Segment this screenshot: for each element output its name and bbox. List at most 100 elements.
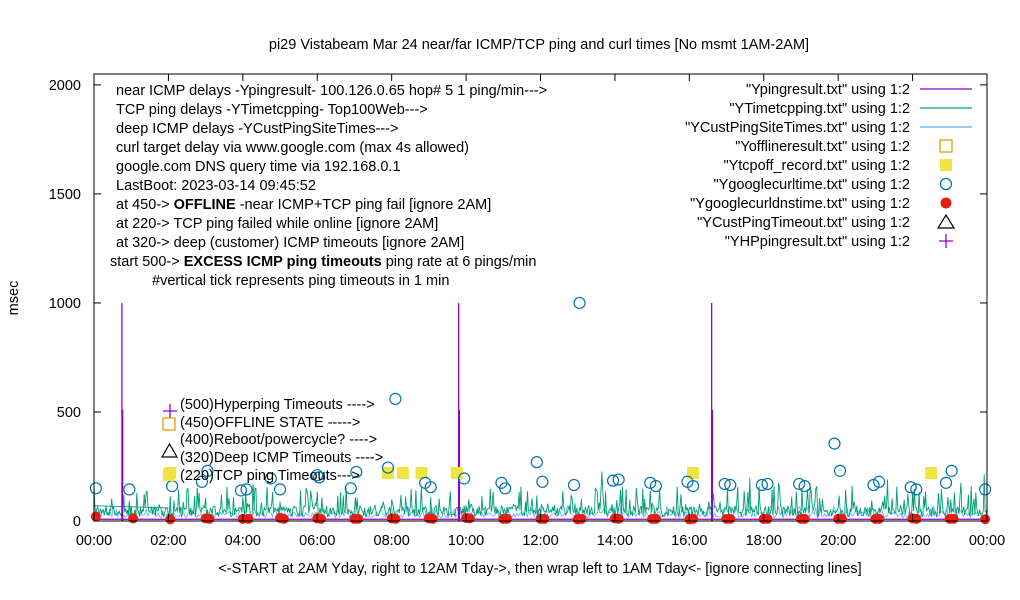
annotation-block: near ICMP delays -Ypingresult- 100.126.0… bbox=[110, 83, 547, 289]
dns-time-marker bbox=[353, 513, 364, 524]
curl-time-marker bbox=[458, 472, 471, 485]
annotation-line: at 220-> TCP ping failed while online [i… bbox=[116, 216, 438, 232]
curl-time-marker bbox=[123, 483, 136, 496]
legend-label: "YCustPingTimeout.txt" using 1:2 bbox=[697, 215, 910, 231]
dns-time-marker bbox=[948, 513, 959, 524]
dns-time-marker bbox=[799, 513, 810, 524]
curl-time-marker bbox=[724, 478, 737, 492]
annotation-line: at 320-> deep (customer) ICMP timeouts [… bbox=[116, 235, 464, 251]
x-tick-label: 06:00 bbox=[299, 533, 335, 549]
curl-time-marker bbox=[166, 480, 179, 493]
curl-time-marker bbox=[910, 483, 923, 496]
curl-time-marker bbox=[612, 473, 625, 486]
legend-label: "YTimetcpping.txt" using 1:2 bbox=[729, 101, 910, 117]
tcpoff-marker bbox=[687, 467, 700, 480]
legend-label: "YCustPingSiteTimes.txt" using 1:2 bbox=[685, 120, 910, 136]
legend-label: "Ygooglecurltime.txt" using 1:2 bbox=[714, 177, 910, 193]
annotation-line: near ICMP delays -Ypingresult- 100.126.0… bbox=[116, 83, 547, 99]
tcpoff-marker bbox=[396, 467, 409, 480]
curl-time-marker bbox=[979, 483, 992, 496]
annotation-line: LastBoot: 2023-03-14 09:45:52 bbox=[116, 178, 316, 194]
dns-time-marker bbox=[874, 513, 885, 524]
curl-time-marker bbox=[761, 477, 774, 491]
curl-time-marker bbox=[424, 481, 437, 494]
legend-label: "Ygooglecurldnstime.txt" using 1:2 bbox=[690, 196, 910, 212]
inline-label: (220)TCP ping Timeouts---> bbox=[180, 468, 360, 484]
x-tick-label: 08:00 bbox=[374, 533, 410, 549]
curl-time-marker bbox=[798, 480, 811, 493]
dns-time-marker bbox=[980, 514, 991, 525]
x-tick-label: 02:00 bbox=[150, 533, 186, 549]
inline-triangle-marker bbox=[160, 442, 179, 458]
annotation-line: #vertical tick represents ping timeouts … bbox=[152, 273, 449, 289]
curl-time-marker bbox=[499, 482, 512, 495]
inline-filled-square-marker bbox=[163, 469, 175, 481]
x-tick-label: 12:00 bbox=[522, 533, 558, 549]
x-tick-label: 22:00 bbox=[894, 533, 930, 549]
inline-label: (450)OFFLINE STATE -----> bbox=[180, 415, 360, 431]
curl-time-marker bbox=[234, 484, 248, 497]
y-tick-label: 2000 bbox=[49, 78, 81, 94]
curl-time-marker bbox=[792, 477, 806, 491]
curl-time-marker bbox=[755, 478, 768, 492]
curl-time-marker bbox=[89, 482, 102, 495]
x-tick-label: 20:00 bbox=[820, 533, 856, 549]
annotation-line: at 450-> OFFLINE -near ICMP+TCP ping fai… bbox=[116, 197, 491, 213]
x-tick-label: 18:00 bbox=[746, 533, 782, 549]
curl-time-marker bbox=[311, 469, 324, 482]
dns-time-marker bbox=[576, 513, 587, 524]
x-axis-label: <-START at 2AM Yday, right to 12AM Tday-… bbox=[218, 561, 861, 577]
legend-open-square bbox=[939, 139, 953, 153]
inline-label: (500)Hyperping Timeouts ----> bbox=[180, 397, 375, 413]
curl-time-marker bbox=[344, 482, 357, 495]
curl-time-marker bbox=[381, 461, 395, 474]
dns-time-marker bbox=[165, 514, 176, 525]
curl-time-marker bbox=[350, 465, 363, 479]
y-tick-label: 1500 bbox=[49, 187, 81, 203]
inline-open-square-marker bbox=[162, 417, 176, 431]
curl-time-marker bbox=[536, 475, 549, 488]
legend-label: "Ytcpoff_record.txt" using 1:2 bbox=[723, 158, 910, 174]
tcpoff-marker bbox=[925, 467, 938, 480]
legend-open-circle bbox=[939, 177, 953, 191]
annotation-line: start 500-> EXCESS ICMP ping timeouts pi… bbox=[110, 254, 536, 270]
curl-time-marker bbox=[833, 464, 847, 477]
x-tick-label: 10:00 bbox=[448, 533, 484, 549]
x-tick-label: 16:00 bbox=[671, 533, 707, 549]
annotation-line: deep ICMP delays -YCustPingSiteTimes---> bbox=[116, 121, 398, 137]
legend-label: "Yofflineresult.txt" using 1:2 bbox=[735, 139, 910, 155]
inline-label: (320)Deep ICMP Timeouts ----> bbox=[180, 450, 383, 466]
curl-time-marker bbox=[264, 472, 277, 485]
curl-time-marker bbox=[904, 481, 917, 494]
curl-time-marker bbox=[530, 456, 543, 469]
curl-time-marker bbox=[273, 483, 287, 496]
legend-filled-circle bbox=[940, 197, 952, 209]
axis-layer: 00:00 02:00 04:00 06:00 08:00 10:00 12:00 14:00… bbox=[49, 73, 1005, 549]
x-tick-label: 04:00 bbox=[225, 533, 261, 549]
series-tcp-ping-wrap-line bbox=[93, 505, 169, 509]
curl-time-marker bbox=[872, 475, 886, 488]
legend-label: "YHPpingresult.txt" using 1:2 bbox=[725, 234, 910, 250]
curl-time-marker bbox=[313, 471, 326, 484]
curl-time-marker bbox=[567, 478, 581, 492]
y-axis-label: msec bbox=[6, 281, 22, 316]
dns-time-marker bbox=[243, 513, 254, 524]
curl-time-marker bbox=[195, 475, 209, 488]
legend-label: "Ypingresult.txt" using 1:2 bbox=[746, 82, 910, 98]
annotation-line: TCP ping delays -YTimetcpping- Top100Web… bbox=[116, 102, 428, 118]
curl-time-marker bbox=[389, 392, 402, 405]
curl-time-marker bbox=[573, 296, 586, 310]
dns-time-marker bbox=[502, 513, 513, 524]
curl-time-marker bbox=[718, 477, 731, 491]
chart-title: pi29 Vistabeam Mar 24 near/far ICMP/TCP … bbox=[269, 37, 809, 53]
dns-time-marker bbox=[204, 513, 215, 524]
legend-filled-square bbox=[940, 159, 952, 171]
curl-time-marker bbox=[828, 437, 841, 450]
curl-time-marker bbox=[240, 483, 253, 496]
inline-label-block: (500)Hyperping Timeouts ----> (450)OFFLIN… bbox=[160, 397, 383, 484]
y-tick-label: 0 bbox=[73, 514, 81, 530]
inline-label: (400)Reboot/powercycle? ----> bbox=[180, 432, 377, 448]
dns-time-marker bbox=[90, 511, 101, 522]
annotation-line: google.com DNS query time via 192.168.0.… bbox=[116, 159, 401, 175]
legend-plus bbox=[939, 234, 953, 248]
